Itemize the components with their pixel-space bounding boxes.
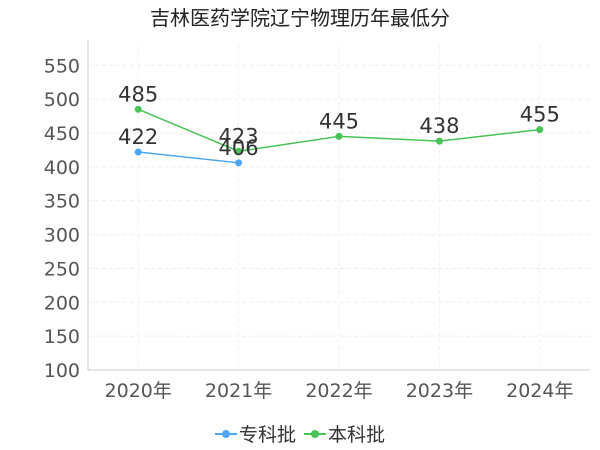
data-point[interactable] xyxy=(235,147,243,155)
legend-label: 本科批 xyxy=(328,424,386,446)
x-tick-label: 2023年 xyxy=(406,380,473,402)
data-point[interactable] xyxy=(536,126,544,134)
y-tick-labels: 100 150 200 250 300 350 400 450 500 550 xyxy=(44,55,80,382)
data-point[interactable] xyxy=(134,105,142,113)
data-point[interactable] xyxy=(335,132,343,140)
y-tick-label: 450 xyxy=(44,123,80,145)
data-label: 438 xyxy=(419,114,459,138)
chart-title: 吉林医药学院辽宁物理历年最低分 xyxy=(150,6,450,30)
axes xyxy=(87,40,590,371)
y-tick-label: 250 xyxy=(44,258,80,280)
y-tick-label: 300 xyxy=(44,225,80,247)
y-tick-label: 350 xyxy=(44,191,80,213)
x-tick-label: 2020年 xyxy=(105,380,172,402)
legend-marker-icon xyxy=(304,428,326,440)
y-tick-label: 400 xyxy=(44,157,80,179)
x-tick-label: 2024年 xyxy=(506,380,573,402)
y-tick-label: 200 xyxy=(44,292,80,314)
x-tick-label: 2021年 xyxy=(205,380,272,402)
legend-label: 专科批 xyxy=(238,424,296,446)
data-point[interactable] xyxy=(134,148,142,156)
data-labels: 422 406 485 423 445 438 455 xyxy=(118,82,560,159)
legend-marker-icon xyxy=(214,428,237,440)
y-tick-label: 500 xyxy=(44,89,80,111)
data-point[interactable] xyxy=(235,159,243,167)
data-label: 485 xyxy=(118,82,158,106)
y-tick-label: 100 xyxy=(44,360,80,382)
grid-lines xyxy=(88,45,590,370)
data-label: 406 xyxy=(219,136,259,160)
data-point[interactable] xyxy=(435,137,443,145)
series-line-0 xyxy=(138,151,239,164)
data-label: 423 xyxy=(219,124,259,148)
data-label: 455 xyxy=(520,103,560,127)
series-lines xyxy=(134,105,544,167)
x-tick-labels: 2020年 2021年 2022年 2023年 2024年 xyxy=(105,380,574,402)
legend: 专科批 本科批 xyxy=(0,420,600,447)
data-label: 445 xyxy=(319,109,359,133)
data-label: 422 xyxy=(118,125,158,149)
legend-item[interactable]: 专科批 xyxy=(214,420,296,447)
y-tick-label: 150 xyxy=(44,326,80,348)
legend-item[interactable]: 本科批 xyxy=(304,420,385,447)
y-tick-label: 550 xyxy=(44,55,80,77)
x-tick-label: 2022年 xyxy=(305,380,372,402)
